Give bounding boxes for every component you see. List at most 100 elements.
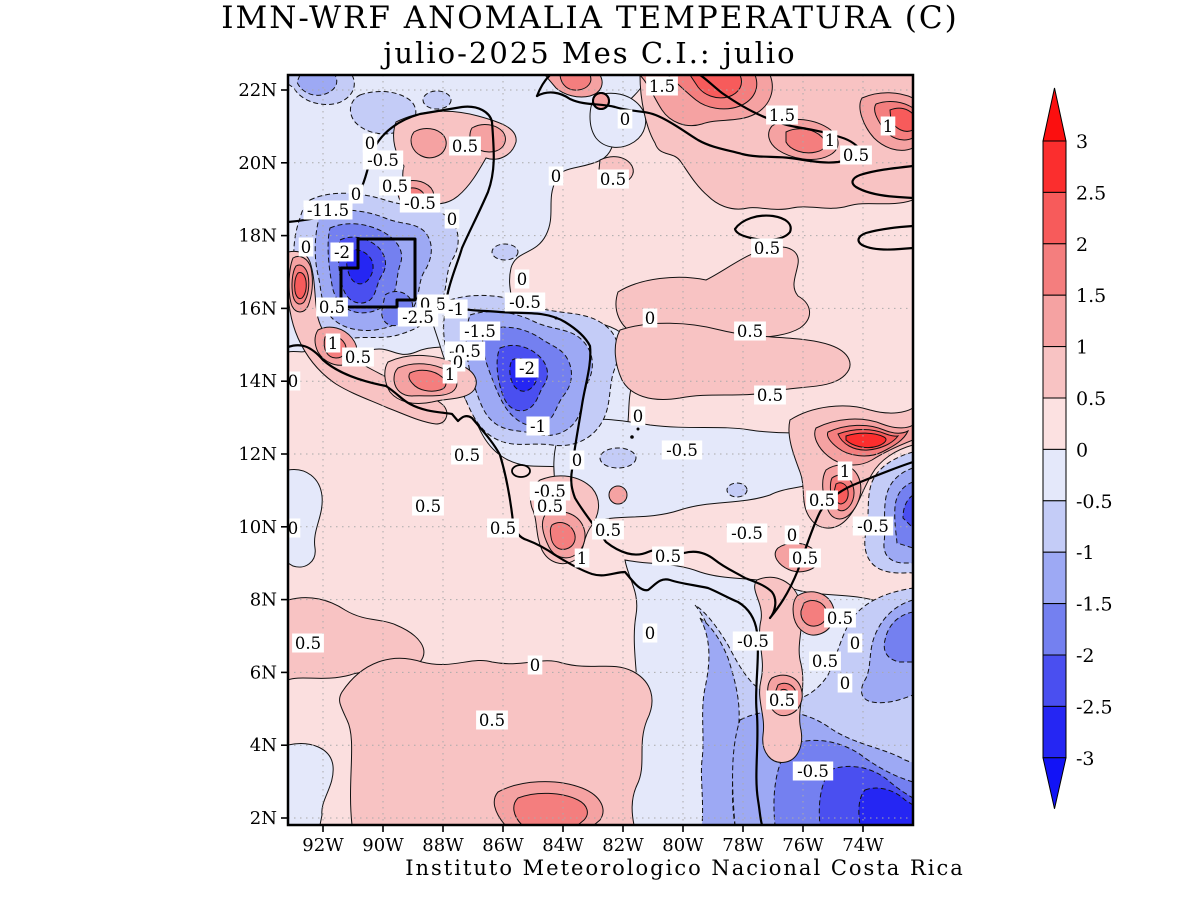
contour-label-box xyxy=(298,237,314,257)
contour-label: 1 xyxy=(840,462,851,481)
contour-label-box xyxy=(449,136,481,156)
contour-label-box xyxy=(476,710,508,730)
contour-label-box xyxy=(569,450,585,470)
contour-label-box xyxy=(837,673,853,693)
contour-label-box xyxy=(784,525,800,545)
lon-label: 88W xyxy=(422,835,464,856)
axis-ticks xyxy=(281,89,864,832)
contour-label: 0 xyxy=(365,134,376,153)
contour-label-box xyxy=(348,184,364,204)
contour-label-box xyxy=(751,238,783,258)
contour-label-box xyxy=(726,523,768,543)
lon-label: 90W xyxy=(362,835,404,856)
contour-label: -0.5 xyxy=(666,441,698,460)
contour-label: 0.5 xyxy=(812,652,838,671)
contour-label: 1 xyxy=(825,131,836,150)
contour-label-box xyxy=(459,321,501,341)
contour-label: 0.5 xyxy=(345,348,371,367)
contour-label-box xyxy=(342,347,374,367)
contour-label: -2 xyxy=(519,359,535,378)
colorbar-label: 0.5 xyxy=(1076,388,1106,410)
contour-label-box xyxy=(527,655,543,675)
colorbar-segment xyxy=(1042,294,1067,348)
colorbar-label: -1.5 xyxy=(1076,594,1113,616)
contour-label: 1.5 xyxy=(769,106,795,125)
contour-label-box xyxy=(303,200,353,220)
contour-label-box xyxy=(325,333,341,353)
lat-label: 10N xyxy=(238,517,277,538)
colorbar-segment xyxy=(1042,346,1067,399)
colorbar-segment xyxy=(1042,191,1067,245)
contour-label: 0.5 xyxy=(490,519,516,538)
contour-label-box xyxy=(534,496,566,516)
lat-axis-labels: 22N 20N 18N 16N 14N 12N 10N 8N 6N 4N 2N xyxy=(238,80,277,829)
contour-label: 0.5 xyxy=(655,547,681,566)
contour-label-box xyxy=(824,608,856,628)
small-islands xyxy=(554,316,640,439)
colorbar-segment xyxy=(1042,551,1067,605)
contour-label: -0.5 xyxy=(737,632,769,651)
footer-credit: Instituto Meteorologico Nacional Costa R… xyxy=(405,856,965,880)
contour-label-box xyxy=(661,440,703,460)
contour-label-box xyxy=(766,690,798,710)
contour-label: -0.5 xyxy=(367,151,399,170)
contour-label-box xyxy=(646,76,678,96)
contour-label-box xyxy=(316,297,348,317)
contour-label-box xyxy=(852,516,894,536)
colorbar-segment xyxy=(1042,654,1067,707)
colorbar-label: 1.5 xyxy=(1076,285,1106,307)
colorbar-label: 2.5 xyxy=(1076,182,1106,204)
contour-label-box xyxy=(487,518,519,538)
lat-label: 2N xyxy=(250,808,277,829)
colorbar-label: 2 xyxy=(1076,234,1088,256)
contour-label-box xyxy=(792,761,834,781)
lon-label: 82W xyxy=(602,835,644,856)
coast-jamaica xyxy=(733,214,792,242)
colorbar-segment xyxy=(1042,397,1067,450)
contour-label-box xyxy=(412,496,444,516)
contour-label: 0.5 xyxy=(843,146,869,165)
contour-label-box xyxy=(754,385,786,405)
contour-label: 0 xyxy=(620,110,631,129)
contour-label: -2 xyxy=(334,243,350,262)
contour-label: -1.5 xyxy=(464,322,496,341)
colorbar-label: -0.5 xyxy=(1076,491,1113,513)
colorbar-label: 0 xyxy=(1076,439,1088,461)
contour-label: 0 xyxy=(787,526,798,545)
contour-label: 0 xyxy=(572,451,583,470)
contour-label: 0.5 xyxy=(452,137,478,156)
contour-label-box xyxy=(617,109,633,129)
contour-label: 0.5 xyxy=(382,177,408,196)
contour-label: 1 xyxy=(328,334,339,353)
lat-label: 6N xyxy=(250,662,277,683)
contour-label-box xyxy=(288,371,301,391)
contour-label-box xyxy=(288,518,301,538)
contour-label: -0.5 xyxy=(857,517,889,536)
contour-label: -1 xyxy=(448,300,464,319)
coast-cuba-south xyxy=(535,91,864,164)
lake-nicaragua xyxy=(511,464,531,478)
coast-hispaniola-south xyxy=(857,224,913,251)
lon-axis-labels: 92W 90W 88W 86W 84W 82W 80W 78W 76W 74W xyxy=(302,835,884,856)
contour-label-box xyxy=(379,176,411,196)
contour-label: 1.5 xyxy=(649,77,675,96)
contour-label: 0.5 xyxy=(537,497,563,516)
contour-labels: 0-0.50.50.50 -0.50-11.50 -200-0.50.5 0.5 -1-… xyxy=(288,76,896,781)
contour-label: -1 xyxy=(530,417,546,436)
contour-label: 1 xyxy=(883,117,894,136)
colorbar-segment xyxy=(1042,140,1067,193)
contour-label: 0 xyxy=(517,270,528,289)
contour-label-box xyxy=(642,623,658,643)
contour-label-box xyxy=(362,133,378,153)
contour-label: 0 xyxy=(645,624,656,643)
contour-label: 0.5 xyxy=(737,322,763,341)
lon-label: 86W xyxy=(482,835,524,856)
contour-label-box xyxy=(330,242,354,262)
contour-label-box xyxy=(574,548,590,568)
contour-label-box xyxy=(597,169,629,189)
colorbar-label: -2.5 xyxy=(1076,696,1113,718)
contour-label: 0 xyxy=(850,634,861,653)
contour-label-box xyxy=(734,321,766,341)
lon-label: 80W xyxy=(662,835,704,856)
